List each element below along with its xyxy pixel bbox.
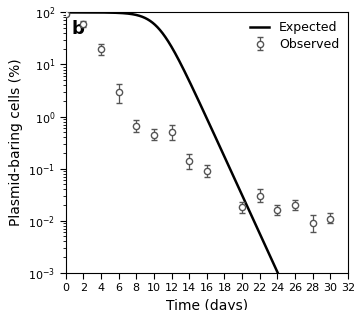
Expected — [257, 231, 262, 235]
X-axis label: Time (days): Time (days) — [166, 299, 248, 310]
Expected — [284, 288, 288, 292]
Expected — [64, 11, 68, 14]
Text: b: b — [71, 20, 84, 38]
Expected — [188, 81, 192, 84]
Expected — [178, 60, 182, 64]
Y-axis label: Plasmid-baring cells (%): Plasmid-baring cells (%) — [9, 59, 23, 226]
Line: Expected: Expected — [66, 12, 348, 310]
Expected — [92, 11, 97, 14]
Legend: Expected, Observed: Expected, Observed — [248, 19, 342, 53]
Expected — [289, 299, 293, 303]
